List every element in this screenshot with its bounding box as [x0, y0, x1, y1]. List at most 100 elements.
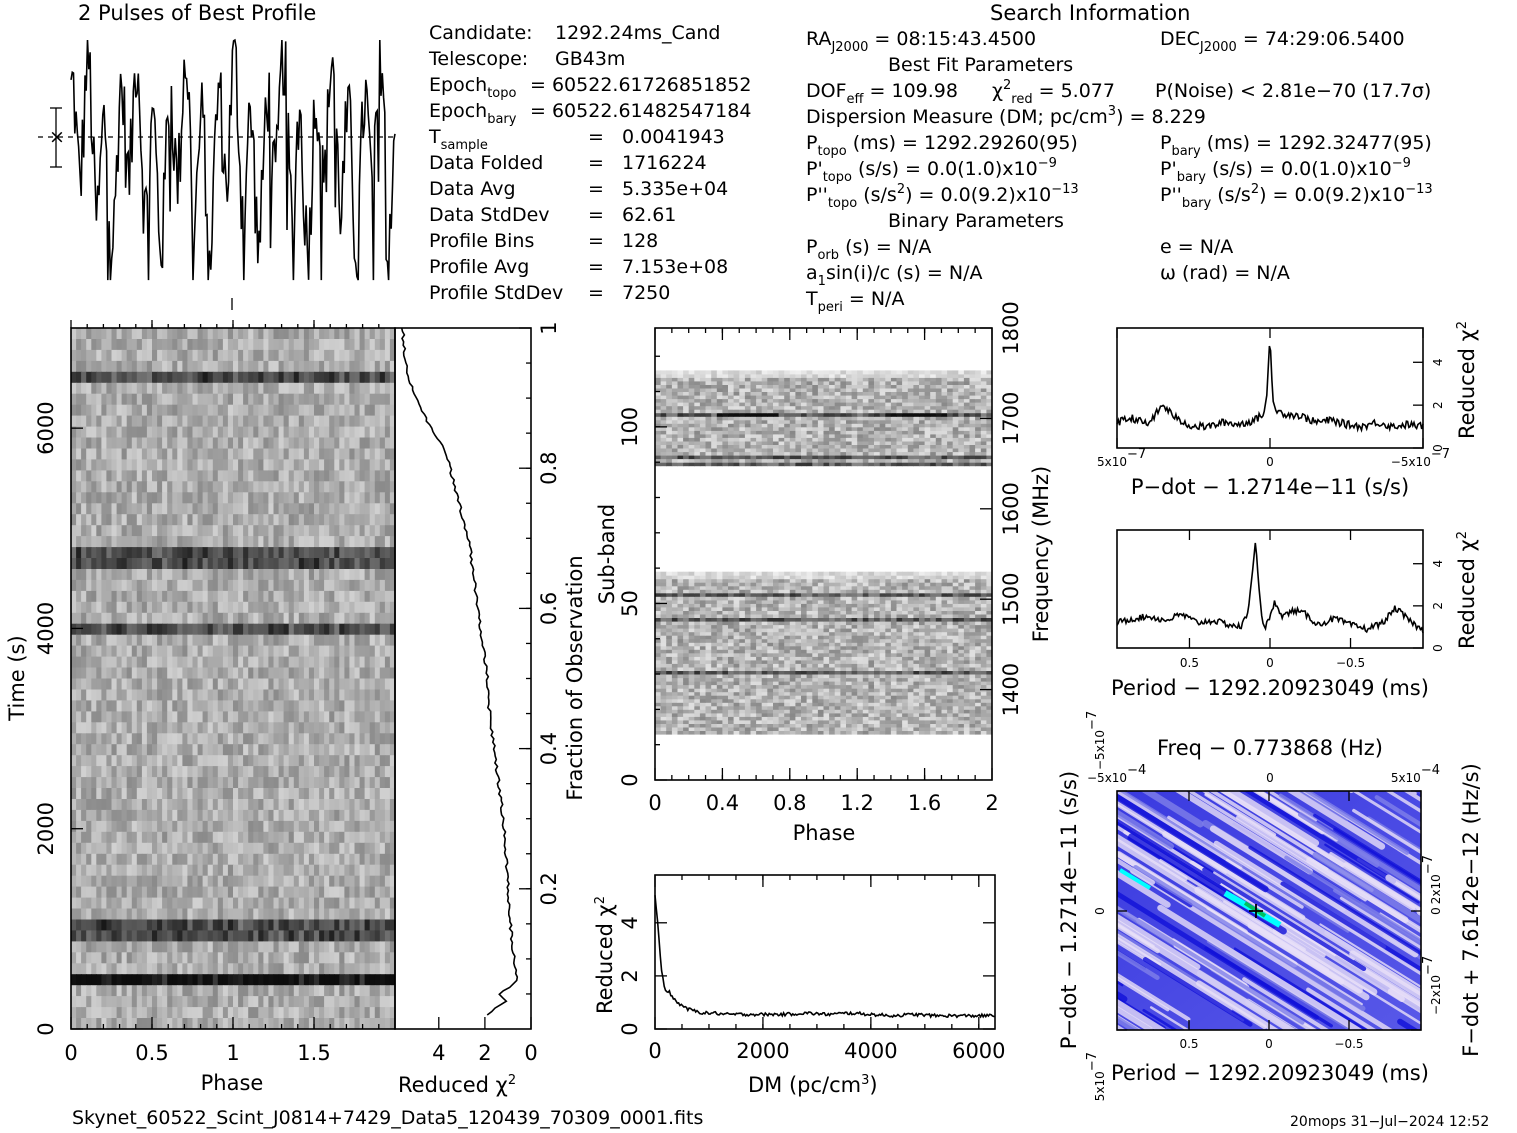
heatmap-cell [76, 875, 82, 888]
heatmap-cell [314, 799, 320, 811]
heatmap-cell [761, 727, 768, 731]
heatmap-cell [111, 579, 118, 592]
heatmap-cell [890, 716, 897, 721]
heatmap-cell [126, 492, 133, 504]
heatmap-cell [379, 470, 386, 482]
heatmap-cell [238, 459, 244, 471]
heatmap-cell [76, 777, 82, 789]
heatmap-cell [131, 590, 138, 603]
heatmap-cell [389, 382, 395, 395]
info-label: Profile StdDev [429, 282, 563, 304]
heatmap-cell [202, 985, 209, 997]
heatmap-cell [268, 360, 275, 373]
heatmap-cell [374, 590, 381, 603]
heatmap-cell [111, 437, 118, 450]
heatmap-cell [288, 831, 295, 844]
heatmap-cell [733, 705, 740, 710]
heatmap-cell [389, 492, 395, 504]
y-axis-label: Fraction of Observation [563, 555, 587, 800]
heatmap-cell [131, 393, 138, 406]
heatmap-cell [268, 689, 275, 702]
heatmap-cell [344, 974, 351, 986]
heatmap-cell [324, 634, 330, 647]
heatmap-cell [76, 579, 82, 592]
heatmap-cell [339, 547, 345, 559]
heatmap-cell [756, 720, 763, 724]
heatmap-cell [334, 612, 340, 625]
heatmap-cell [298, 393, 305, 406]
heatmap-cell [258, 864, 264, 877]
heatmap-cell [354, 470, 361, 482]
heatmap-cell [288, 371, 295, 384]
heatmap-cell [227, 536, 234, 548]
heatmap-cell [141, 711, 148, 723]
heatmap-cell [308, 820, 315, 833]
heatmap-cell [278, 788, 285, 800]
heatmap-cell [131, 667, 138, 680]
heatmap-cell [253, 897, 259, 910]
heatmap-cell [339, 415, 345, 428]
heatmap-cell [806, 712, 813, 717]
heatmap-cell [172, 328, 178, 340]
heatmap-cell [222, 919, 229, 932]
heatmap-cell [238, 952, 244, 964]
heatmap-cell [379, 974, 386, 986]
heatmap-cell [349, 590, 356, 603]
heatmap-cell [885, 702, 892, 707]
heatmap-cell [268, 645, 275, 658]
heatmap-cell [91, 481, 97, 493]
heatmap-cell [369, 634, 376, 647]
heatmap-cell [683, 730, 690, 735]
heatmap-cell [711, 698, 718, 703]
heatmap-cell [930, 702, 937, 707]
heatmap-cell [71, 514, 77, 526]
heatmap-cell [141, 667, 148, 680]
heatmap-cell [106, 733, 113, 745]
heatmap-cell [349, 393, 356, 406]
heatmap-cell [233, 711, 239, 723]
heatmap-cell [369, 733, 376, 745]
heatmap-cell [157, 766, 163, 778]
heatmap-cell [197, 481, 204, 493]
heatmap-cell [344, 711, 351, 723]
heatmap-cell [334, 426, 340, 439]
heatmap-cell [217, 689, 224, 702]
heatmap-cell [660, 688, 667, 693]
heatmap-cell [349, 601, 356, 614]
heatmap-cell [339, 470, 345, 482]
heatmap-cell [233, 897, 239, 910]
heatmap-cell [217, 853, 224, 866]
heatmap-cell [829, 709, 836, 714]
heatmap-cell [980, 698, 987, 703]
heatmap-cell [806, 727, 813, 731]
heatmap-cell [339, 941, 345, 953]
heatmap-cell [293, 558, 300, 570]
heatmap-cell [919, 720, 926, 724]
heatmap-cell [167, 711, 173, 723]
heatmap-cell [273, 503, 280, 515]
heatmap-cell [384, 459, 391, 471]
heatmap-cell [243, 470, 249, 482]
heatmap-cell [258, 382, 264, 395]
heatmap-cell [364, 799, 371, 811]
heatmap-cell [868, 705, 875, 710]
heatmap-cell [187, 930, 194, 942]
heatmap-cell [233, 481, 239, 493]
heatmap-cell [126, 623, 133, 636]
heatmap-cell [829, 698, 836, 703]
heatmap-cell [131, 437, 138, 450]
heatmap-cell [683, 712, 690, 717]
heatmap-cell [919, 709, 926, 714]
info-value: 7.153e+08 [622, 256, 728, 278]
heatmap-cell [980, 709, 987, 714]
info-label: Candidate: [429, 22, 533, 44]
heatmap-cell [683, 716, 690, 721]
heatmap-cell [660, 730, 667, 735]
heatmap-cell [969, 705, 976, 710]
heatmap-cell [182, 941, 189, 953]
heatmap-cell [324, 886, 330, 899]
heatmap-cell [86, 339, 92, 351]
heatmap-cell [359, 360, 366, 373]
heatmap-cell [324, 842, 330, 855]
